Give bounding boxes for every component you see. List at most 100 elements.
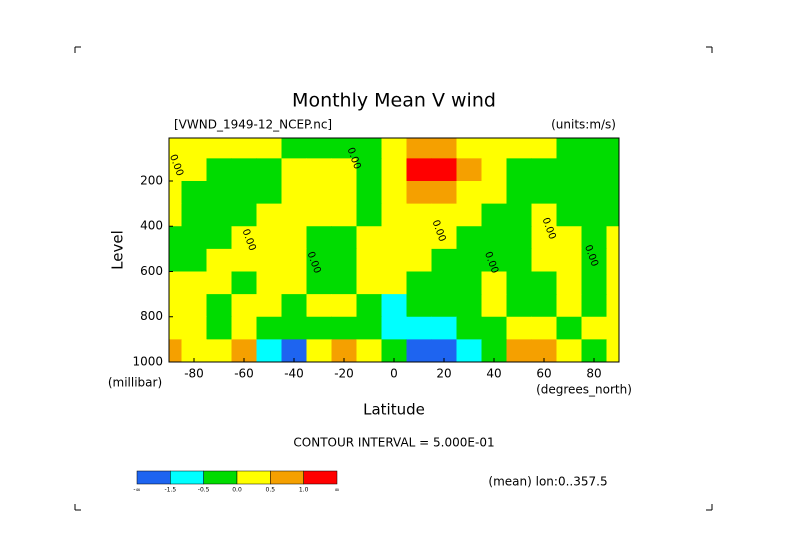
field-cell bbox=[481, 138, 507, 159]
field-cell bbox=[281, 226, 307, 250]
colorbar-box bbox=[236, 470, 271, 485]
field-cell bbox=[531, 203, 557, 227]
field-cell bbox=[531, 226, 557, 250]
field-cell bbox=[281, 138, 307, 159]
field-cell bbox=[431, 271, 457, 295]
field-cell bbox=[181, 158, 207, 182]
field-cell bbox=[406, 271, 432, 295]
field-cell bbox=[581, 339, 607, 362]
field-cell bbox=[606, 138, 619, 159]
field-cell bbox=[381, 138, 407, 159]
field-cell bbox=[306, 248, 332, 272]
field-cell bbox=[181, 271, 207, 295]
field-cell bbox=[581, 271, 607, 295]
field-cell bbox=[506, 226, 532, 250]
colorbar-label: 1.0 bbox=[299, 487, 309, 494]
field-cell bbox=[531, 316, 557, 340]
field-cell bbox=[356, 180, 382, 205]
x-tick-label: 60 bbox=[536, 367, 551, 381]
field-cell bbox=[456, 339, 482, 362]
x-tick-label: -80 bbox=[184, 367, 204, 381]
field-cell bbox=[181, 248, 207, 272]
field-cell bbox=[281, 339, 307, 362]
field-cell bbox=[206, 248, 232, 272]
field-cell bbox=[456, 316, 482, 340]
field-cell bbox=[581, 294, 607, 318]
field-cell bbox=[481, 248, 507, 272]
field-cell bbox=[506, 294, 532, 318]
field-cell bbox=[256, 316, 282, 340]
field-cell bbox=[606, 248, 619, 272]
field-cell bbox=[531, 248, 557, 272]
field-cell bbox=[431, 158, 457, 182]
field-cell bbox=[181, 316, 207, 340]
field-cell bbox=[581, 226, 607, 250]
field-cell bbox=[606, 339, 619, 362]
field-cell bbox=[231, 180, 257, 205]
field-cell bbox=[231, 203, 257, 227]
field-cell bbox=[206, 339, 232, 362]
field-cell bbox=[506, 316, 532, 340]
x-tick-label: -40 bbox=[284, 367, 304, 381]
field-cell bbox=[481, 226, 507, 250]
field-cell bbox=[331, 248, 357, 272]
field-cell bbox=[481, 271, 507, 295]
field-cell bbox=[206, 316, 232, 340]
field-cell bbox=[581, 316, 607, 340]
field-cell bbox=[281, 294, 307, 318]
field-cell bbox=[506, 180, 532, 205]
field-cell bbox=[531, 339, 557, 362]
field-cell bbox=[256, 158, 282, 182]
field-cell bbox=[581, 248, 607, 272]
field-cell bbox=[456, 138, 482, 159]
y-tick-label: 800 bbox=[140, 309, 163, 323]
field-cell bbox=[406, 339, 432, 362]
field-cell bbox=[606, 226, 619, 250]
field-cell bbox=[331, 203, 357, 227]
field-cell bbox=[406, 316, 432, 340]
field-cell bbox=[506, 158, 532, 182]
field-cell bbox=[381, 158, 407, 182]
field-cell bbox=[556, 248, 582, 272]
field-cell bbox=[281, 158, 307, 182]
field-cell bbox=[406, 203, 432, 227]
field-cell bbox=[169, 339, 182, 362]
field-cell bbox=[381, 203, 407, 227]
field-cell bbox=[331, 226, 357, 250]
field-cell bbox=[556, 271, 582, 295]
field-cell bbox=[381, 271, 407, 295]
field-cell bbox=[169, 138, 182, 159]
field-cell bbox=[256, 248, 282, 272]
y-tick-label: 1000 bbox=[132, 355, 163, 369]
field-cell bbox=[206, 158, 232, 182]
field-cell bbox=[506, 138, 532, 159]
field-cell bbox=[431, 339, 457, 362]
field-cell bbox=[406, 248, 432, 272]
x-tick-label: 40 bbox=[486, 367, 501, 381]
field-cell bbox=[556, 226, 582, 250]
field-cell bbox=[456, 248, 482, 272]
field-cell bbox=[169, 226, 182, 250]
subtitle-left: [VWND_1949-12_NCEP.nc] bbox=[174, 118, 332, 132]
field-cell bbox=[356, 248, 382, 272]
field-cell bbox=[231, 248, 257, 272]
field-cell bbox=[206, 294, 232, 318]
field-cell bbox=[231, 138, 257, 159]
colorbar-box bbox=[203, 470, 238, 485]
field-cell bbox=[506, 203, 532, 227]
field-cell bbox=[356, 339, 382, 362]
page-corners bbox=[74, 46, 713, 511]
subtitle-right: (units:m/s) bbox=[551, 118, 616, 132]
field-cell bbox=[556, 316, 582, 340]
field-cell bbox=[431, 180, 457, 205]
field-cell bbox=[506, 271, 532, 295]
field-cell bbox=[556, 158, 582, 182]
field-cell bbox=[581, 138, 607, 159]
field-cell bbox=[281, 203, 307, 227]
field-cell bbox=[169, 203, 182, 227]
field-cell bbox=[231, 226, 257, 250]
contour-interval: CONTOUR INTERVAL = 5.000E-01 bbox=[293, 436, 494, 450]
field-cell bbox=[381, 339, 407, 362]
field-cell bbox=[381, 226, 407, 250]
field-cell bbox=[306, 271, 332, 295]
